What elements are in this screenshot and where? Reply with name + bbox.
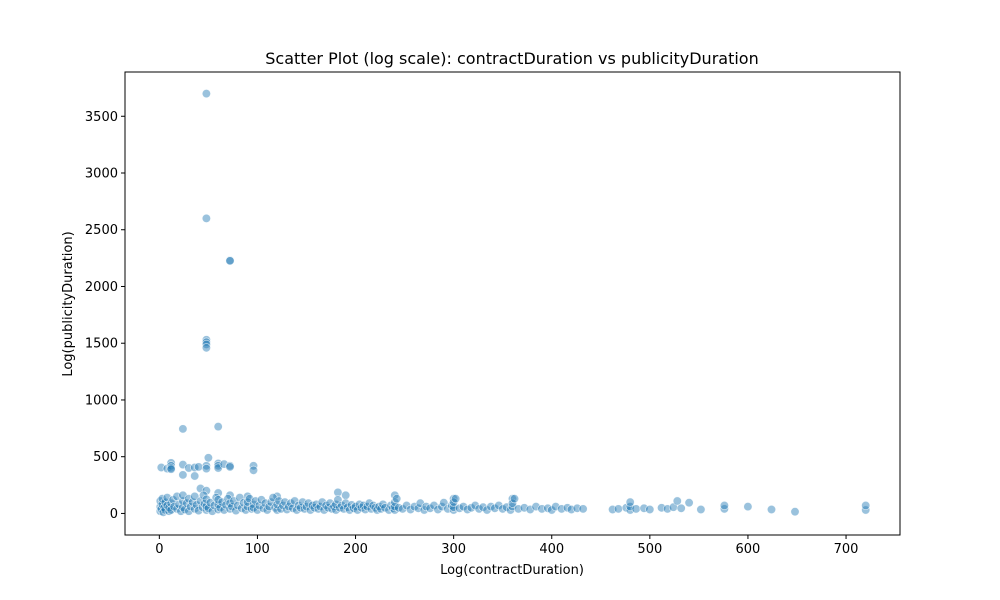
data-point <box>631 504 641 514</box>
data-point <box>507 498 517 508</box>
data-point <box>207 506 217 516</box>
data-point <box>213 488 223 498</box>
data-point <box>676 503 686 513</box>
data-point <box>201 213 211 223</box>
data-point <box>557 504 567 514</box>
x-tick-label: 100 <box>245 542 270 557</box>
x-tick-label: 700 <box>834 542 859 557</box>
data-point <box>225 462 235 472</box>
data-point <box>790 507 800 517</box>
data-point <box>219 505 229 515</box>
y-tick-label: 1500 <box>85 337 118 352</box>
data-point <box>662 504 672 514</box>
data-point <box>249 461 259 471</box>
data-point <box>507 494 517 504</box>
data-point <box>225 256 235 266</box>
data-point <box>657 503 667 513</box>
data-point <box>743 502 753 512</box>
data-point <box>201 339 211 349</box>
data-point <box>451 494 461 504</box>
data-point <box>213 461 223 471</box>
data-point <box>672 496 682 506</box>
data-point <box>719 500 729 510</box>
y-tick-label: 0 <box>110 507 118 522</box>
y-tick-label: 2500 <box>85 223 118 238</box>
data-point <box>392 494 402 504</box>
data-point <box>766 504 776 514</box>
data-point <box>219 459 229 469</box>
data-point <box>166 458 176 468</box>
y-tick-label: 2000 <box>85 280 118 295</box>
data-point <box>509 494 519 504</box>
chart-title: Scatter Plot (log scale): contractDurati… <box>265 49 758 68</box>
data-point <box>531 502 541 512</box>
data-point <box>333 487 343 497</box>
data-point <box>203 453 213 463</box>
data-point <box>184 506 194 516</box>
data-point <box>194 462 204 472</box>
y-tick-label: 500 <box>93 450 118 465</box>
data-point <box>252 505 262 515</box>
data-point <box>513 504 523 514</box>
data-point <box>201 335 211 345</box>
data-point <box>449 502 459 512</box>
y-tick-label: 3500 <box>85 110 118 125</box>
data-point <box>156 462 166 472</box>
data-point <box>201 464 211 474</box>
data-point <box>613 504 623 514</box>
data-point <box>625 505 635 515</box>
data-point <box>190 471 200 481</box>
data-point <box>166 464 176 474</box>
plot-area-frame <box>124 71 901 536</box>
y-axis-ticks: 0 500 1000 1500 2000 2500 3000 3500 <box>85 110 125 522</box>
data-point <box>166 461 176 471</box>
data-point <box>178 470 188 480</box>
data-point <box>608 504 618 514</box>
data-point <box>566 504 576 514</box>
x-tick-label: 600 <box>736 542 761 557</box>
x-tick-label: 0 <box>155 542 163 557</box>
data-point <box>213 422 223 432</box>
data-point <box>231 506 241 516</box>
x-tick-label: 200 <box>343 542 368 557</box>
data-point <box>578 504 588 514</box>
x-tick-label: 300 <box>441 542 466 557</box>
x-tick-label: 500 <box>637 542 662 557</box>
data-point <box>639 503 649 513</box>
data-point <box>201 89 211 99</box>
data-point <box>341 490 351 500</box>
x-tick-label: 400 <box>539 542 564 557</box>
data-point <box>201 343 211 353</box>
data-point <box>551 502 561 512</box>
data-point <box>166 505 176 515</box>
data-point <box>645 504 655 514</box>
x-axis-ticks: 0 100 200 300 400 500 600 700 <box>155 535 858 557</box>
scatter-points <box>155 89 871 517</box>
data-point <box>625 497 635 507</box>
data-point <box>861 505 871 515</box>
data-point <box>861 500 871 510</box>
data-point <box>719 504 729 514</box>
data-point <box>449 505 459 515</box>
data-point <box>696 504 706 514</box>
data-point <box>196 483 206 493</box>
data-point <box>519 503 529 513</box>
data-point <box>223 494 233 504</box>
x-axis-label: Log(contractDuration) <box>440 563 584 578</box>
data-point <box>249 465 259 475</box>
data-point <box>178 424 188 434</box>
data-point <box>525 504 535 514</box>
data-point <box>684 498 694 508</box>
y-tick-label: 3000 <box>85 166 118 181</box>
y-axis-label: Log(publicityDuration) <box>61 231 76 376</box>
y-tick-label: 1000 <box>85 393 118 408</box>
data-point <box>625 502 635 512</box>
